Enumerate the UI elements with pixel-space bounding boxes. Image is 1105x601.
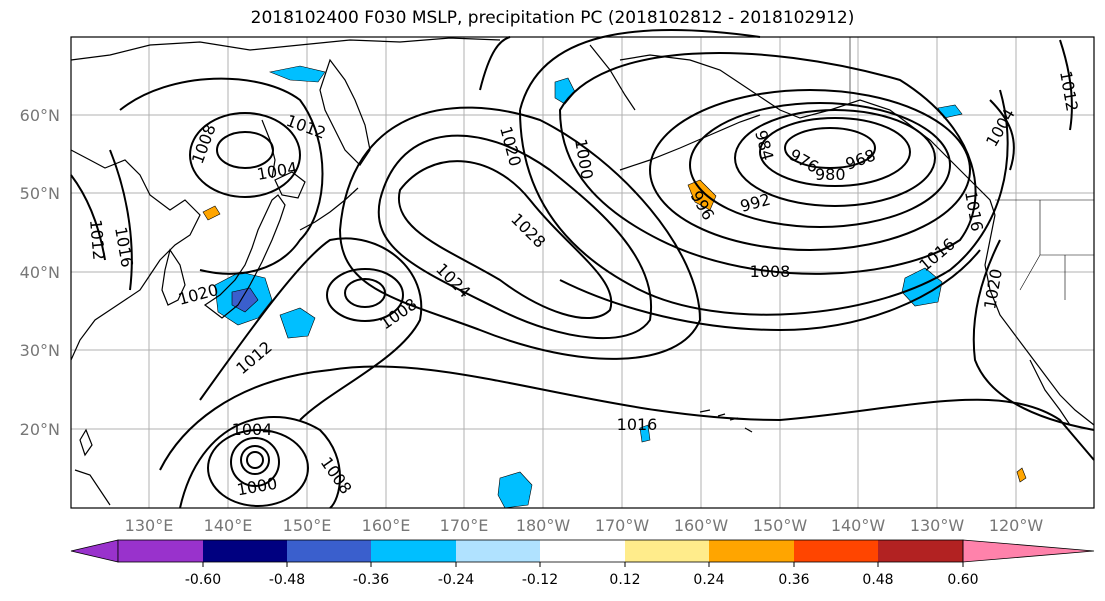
coastlines — [70, 37, 1095, 506]
aleutian-islands — [619, 114, 761, 171]
colorbar-swatch — [878, 540, 963, 562]
state-borders — [1019, 200, 1094, 300]
korea-coastline — [161, 248, 186, 306]
isobar-labels: 1012 1008 1004 1012 1016 1020 1008 1012 … — [86, 69, 1082, 499]
lat-label: 50°N — [20, 184, 60, 203]
isobar-label: 980 — [815, 165, 846, 184]
colorbar-labels: -0.60 -0.48 -0.36 -0.24 -0.12 0.12 0.24 … — [185, 572, 979, 588]
isobar-low-japan-2 — [326, 268, 404, 322]
isobar-low-alaska-1 — [784, 127, 876, 169]
lon-label: 120°W — [989, 516, 1044, 535]
lon-label: 170°W — [595, 516, 650, 535]
isobar-1020-east — [972, 239, 1095, 431]
lon-label: 180°W — [516, 516, 571, 535]
colorbar-label: 0.36 — [778, 572, 809, 588]
lat-label: 40°N — [20, 263, 60, 282]
bering-coast — [589, 44, 636, 111]
colorbar-swatch — [625, 540, 709, 562]
isobar-label: 1008 — [750, 262, 791, 281]
isobars — [70, 29, 1095, 509]
colorbar-label: 0.48 — [862, 572, 893, 588]
isobar-typhoon-2 — [240, 445, 270, 475]
isobar-1012-ne — [1059, 39, 1073, 131]
japan-coastline — [203, 194, 286, 319]
lon-label: 170°E — [440, 516, 489, 535]
isobar-1012-japan — [199, 237, 423, 421]
isobar-high-1020 — [338, 106, 702, 360]
isobar-typhoon-4 — [207, 429, 309, 507]
colorbar-swatch — [371, 540, 456, 562]
colorbar-swatch — [709, 540, 794, 562]
na-west-coastline — [984, 214, 1095, 426]
hokkaido-coastline — [274, 171, 306, 199]
colorbar-swatch — [794, 540, 878, 562]
isobar-typhoon-1 — [246, 451, 264, 469]
lon-label: 140°W — [831, 516, 886, 535]
isobar-1008-typhoon — [179, 416, 341, 509]
longitude-labels: 130°E 140°E 150°E 160°E 170°E 180°W 170°… — [125, 516, 1044, 535]
hawaii-islands — [699, 409, 753, 433]
lon-label: 150°E — [283, 516, 332, 535]
colorbar-label: -0.48 — [269, 572, 305, 588]
colorbar-label: -0.24 — [438, 572, 474, 588]
isobar-label: 1016 — [617, 415, 658, 434]
graticule — [71, 37, 1094, 508]
lat-label: 30°N — [20, 341, 60, 360]
colorbar-ticks — [202, 562, 964, 567]
isobar-low-alaska-5 — [649, 89, 971, 251]
isobar-1016-central — [159, 365, 1095, 471]
isobar-1008-east — [558, 52, 977, 275]
isobar-low-alaska-3 — [734, 109, 936, 207]
kamchatka-coastline — [319, 58, 371, 166]
lon-label: 130°E — [125, 516, 174, 535]
isobar-low-okhotsk-1 — [216, 131, 274, 169]
taiwan-coastline — [79, 428, 93, 457]
colorbar-label: 0.12 — [609, 572, 640, 588]
isobar-low-okhotsk-2 — [189, 112, 301, 198]
isobar-low-alaska-4 — [689, 102, 951, 228]
colorbar-swatch — [118, 540, 203, 562]
isobar-high-1028 — [397, 160, 613, 319]
philippines-coastline — [74, 469, 111, 506]
isobar-1016-west — [109, 149, 133, 291]
colorbar-label: 0.60 — [947, 572, 978, 588]
isobar-label: 1012 — [86, 219, 108, 261]
lat-label: 20°N — [20, 420, 60, 439]
colorbar-swatch — [456, 540, 540, 562]
russia-north-coast — [70, 37, 501, 61]
colorbar-label: -0.12 — [522, 572, 558, 588]
lon-label: 150°W — [753, 516, 808, 535]
colorbar: -0.60 -0.48 -0.36 -0.24 -0.12 0.12 0.24 … — [70, 539, 1095, 588]
map-frame — [70, 36, 1095, 509]
asia-coastline — [70, 149, 201, 361]
baja-coastline — [1029, 359, 1071, 426]
colorbar-swatch — [540, 540, 625, 562]
latitude-labels: 60°N 50°N 40°N 30°N 20°N — [20, 106, 60, 439]
colorbar-swatch — [287, 540, 371, 562]
lon-label: 160°E — [362, 516, 411, 535]
isobar-typhoon-3 — [230, 437, 280, 487]
kuril-islands — [299, 187, 359, 231]
colorbar-label: 0.24 — [693, 572, 724, 588]
colorbar-swatch — [203, 540, 287, 562]
lon-label: 140°E — [204, 516, 253, 535]
lon-label: 160°W — [674, 516, 729, 535]
map-title: 2018102400 F030 MSLP, precipitation PC (… — [250, 8, 855, 28]
isobar-1004-east — [989, 99, 1015, 171]
colorbar-extend-right — [962, 539, 1095, 563]
isobar-1012-west — [70, 174, 106, 261]
lat-label: 60°N — [20, 106, 60, 125]
map-panel[interactable]: 1012 1008 1004 1012 1016 1020 1008 1012 … — [70, 29, 1095, 509]
colorbar-extend-left — [70, 539, 119, 563]
isobar-label: 1004 — [232, 420, 273, 439]
colorbar-label: -0.60 — [185, 572, 221, 588]
isobar-1012-asia — [119, 77, 324, 275]
isobar-low-alaska-2 — [759, 117, 911, 187]
isobar-1016-east — [479, 36, 981, 332]
lon-label: 130°W — [910, 516, 965, 535]
colorbar-label: -0.36 — [353, 572, 389, 588]
